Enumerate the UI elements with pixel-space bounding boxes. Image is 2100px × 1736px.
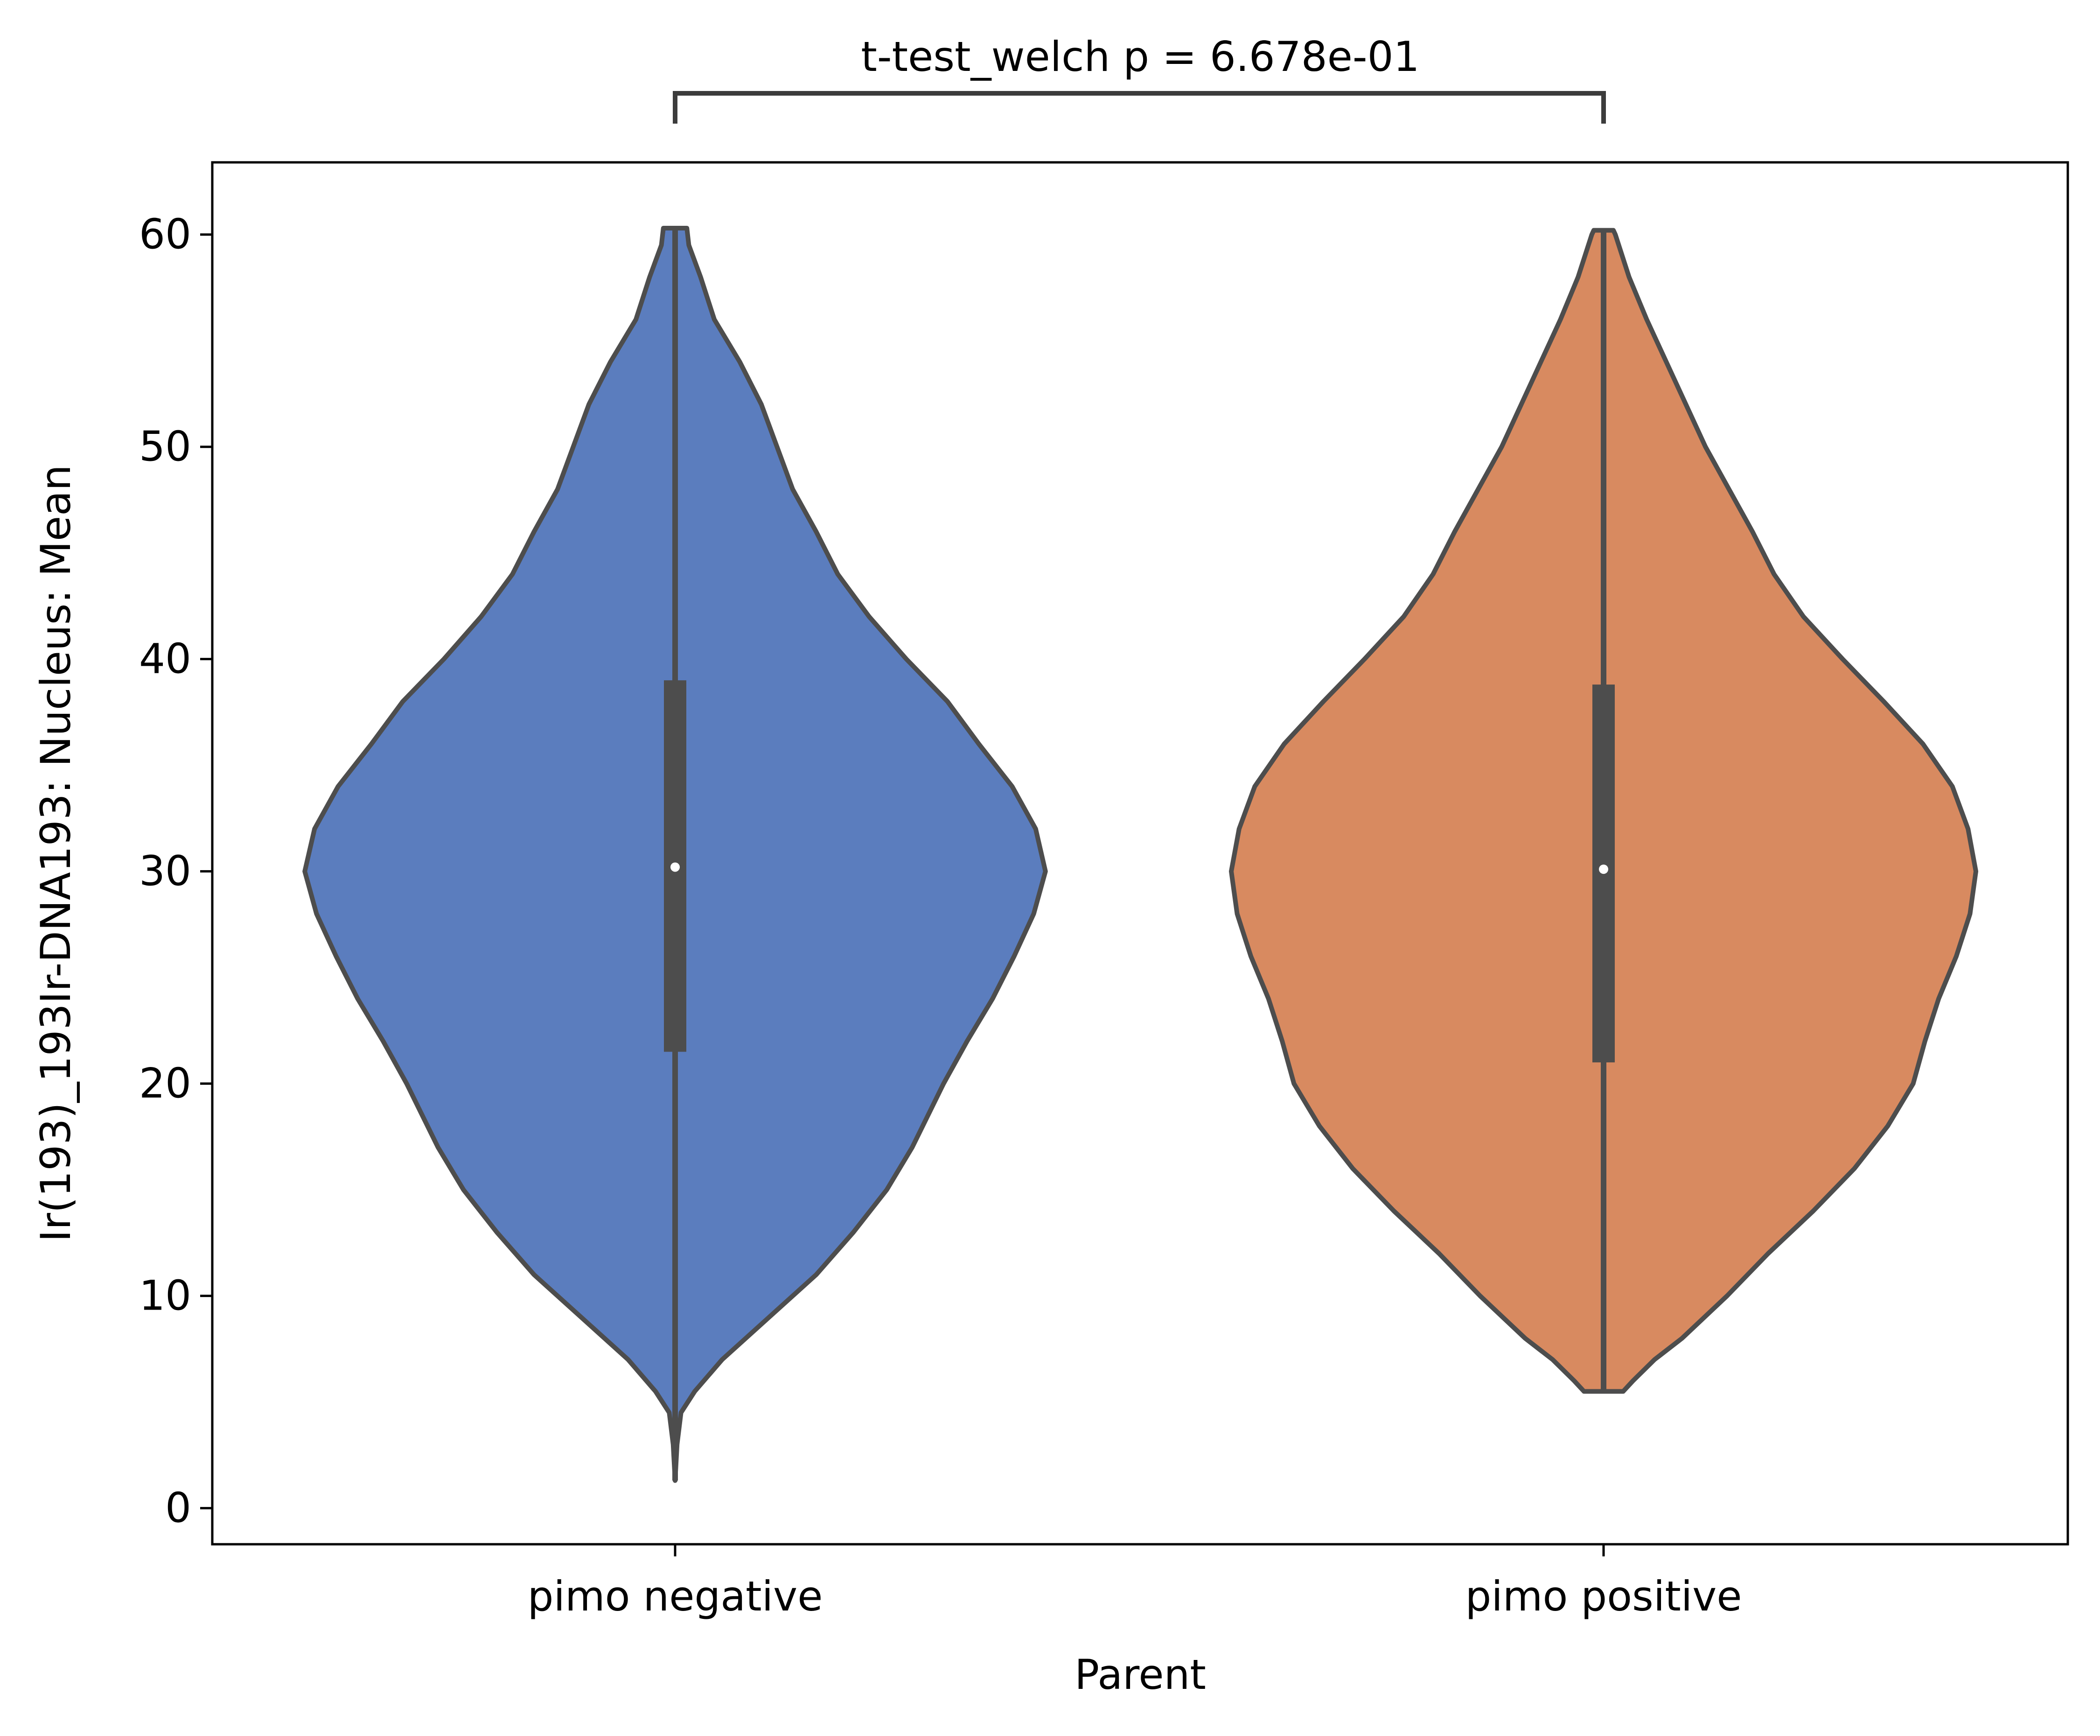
y-tick-label: 30 — [139, 847, 191, 895]
significance-label: t-test_welch p = 6.678e-01 — [861, 33, 1419, 81]
median-point — [670, 862, 680, 872]
y-axis-label: Ir(193)_193Ir-DNA193: Nucleus: Mean — [32, 465, 80, 1242]
significance-bracket — [673, 91, 1606, 124]
y-tick-label: 10 — [139, 1272, 191, 1320]
y-tick-label: 50 — [139, 423, 191, 471]
median-point — [1599, 865, 1608, 874]
axes-layer: 0 10 20 30 40 50 60 pimo negative pimo positive — [139, 210, 1742, 1620]
significance-annotation: t-test_welch p = 6.678e-01 — [673, 33, 1606, 124]
y-tick-label: 60 — [139, 210, 191, 258]
x-axis-label: Parent — [1074, 1651, 1206, 1699]
plot-area-frame — [211, 161, 2069, 1546]
x-tick-label: pimo positive — [1465, 1572, 1742, 1620]
y-tick-label: 0 — [165, 1484, 191, 1532]
y-tick-label: 20 — [139, 1060, 191, 1108]
y-tick-label: 40 — [139, 635, 191, 683]
violins-layer — [302, 226, 1978, 1483]
x-tick-label: pimo negative — [528, 1572, 823, 1620]
